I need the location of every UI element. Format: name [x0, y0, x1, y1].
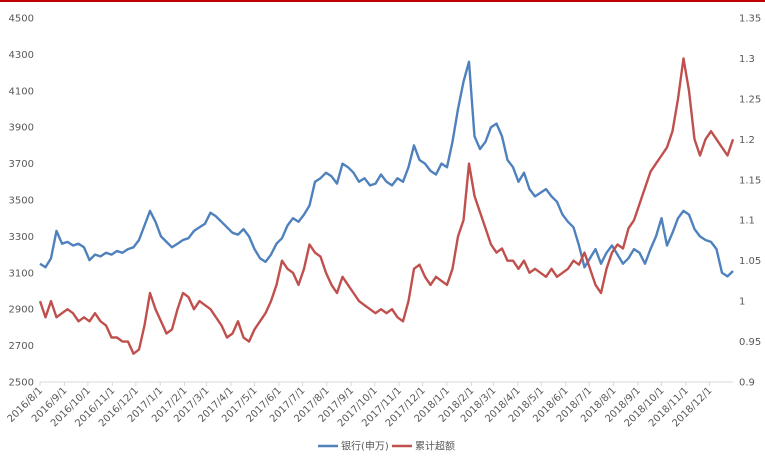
right-axis-tick-label: 1.2	[739, 135, 755, 146]
right-axis-tick-label: 1.3	[739, 54, 755, 65]
right-axis-tick-label: 1.25	[739, 94, 761, 105]
right-axis-tick-labels: 0.9 0.95 1 1.05 1.1 1.15 1.2 1.25 1.3 1.35	[739, 14, 761, 389]
left-axis-tick-label: 3900	[9, 123, 34, 134]
left-axis-tick-label: 3300	[9, 232, 34, 243]
left-axis-tick-label: 4300	[9, 50, 34, 61]
legend-label-1: 银行(申万)	[341, 440, 389, 453]
left-axis-tick-label: 4100	[9, 86, 34, 97]
left-axis-tick-labels: 2500 2700 2900 3100 3300 3500 3700 3900 4100 4300…	[9, 14, 34, 389]
right-axis-tick-label: 1	[739, 297, 745, 308]
series-line-2	[38, 57, 735, 355]
right-axis-tick-label: 1.1	[739, 216, 755, 227]
top-border-line	[0, 0, 765, 2]
left-axis-tick-label: 3700	[9, 159, 34, 170]
series-line-1	[39, 60, 734, 278]
x-axis-tick-labels: 2016/8/12016/9/12016/10/12016/11/12016/1…	[6, 382, 715, 429]
left-axis-tick-label: 2900	[9, 305, 34, 316]
left-axis-tick-label: 4500	[9, 14, 34, 25]
series-layer	[38, 57, 735, 355]
right-axis-tick-label: 1.05	[739, 256, 761, 267]
left-axis-tick-label: 3100	[9, 268, 34, 279]
left-axis-tick-label: 2500	[9, 378, 34, 389]
right-axis-tick-label: 0.9	[739, 378, 755, 389]
right-axis-tick-label: 1.35	[739, 14, 761, 25]
left-axis-tick-label: 2700	[9, 341, 34, 352]
legend: 银行(申万) 累计超额	[318, 440, 455, 453]
left-axis-tick-label: 3500	[9, 196, 34, 207]
legend-label-2: 累计超额	[415, 440, 455, 453]
right-axis-tick-label: 0.95	[739, 337, 761, 348]
right-axis-tick-label: 1.15	[739, 175, 761, 186]
